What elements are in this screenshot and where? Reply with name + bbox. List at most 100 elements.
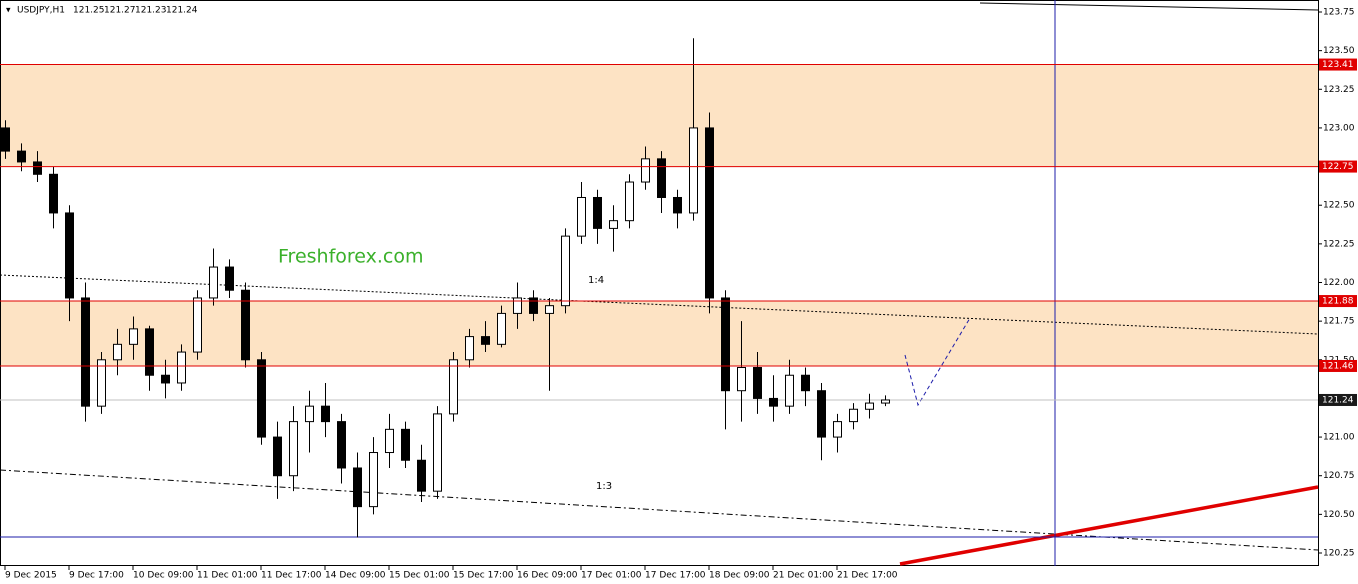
candle-body [497, 312, 506, 345]
x-tick-label: 21 Dec 01:00 [773, 571, 834, 581]
candle-body [161, 374, 170, 384]
candle-body [785, 374, 794, 407]
x-tick-label: 17 Dec 01:00 [581, 571, 642, 581]
candle-body [225, 266, 234, 291]
x-tick-label: 21 Dec 17:00 [837, 571, 898, 581]
candle-body [609, 220, 618, 229]
trend-line [979, 2, 1319, 11]
candle-body [801, 374, 810, 392]
candle-body [417, 459, 426, 492]
candle-body [561, 235, 570, 307]
candle-body [481, 336, 490, 345]
bid-label: 121.24 [1322, 395, 1354, 405]
zone [0, 301, 1318, 366]
ratio-label: 1:4 [588, 275, 604, 286]
watermark: Freshforex.com [278, 246, 424, 268]
candle-body [817, 390, 826, 438]
y-tick-label: 123.00 [1323, 123, 1355, 133]
candle-body [593, 196, 602, 229]
x-tick-label: 11 Dec 17:00 [261, 571, 322, 581]
candle-body [273, 436, 282, 477]
ohlc-high: 121.27 [104, 6, 136, 16]
candle-body [145, 328, 154, 376]
candle-body [33, 161, 42, 175]
level-label: 123.41 [1322, 60, 1354, 70]
x-tick-label: 14 Dec 09:00 [325, 571, 386, 581]
trend-line-red [899, 485, 1319, 566]
ohlc-open: 121.25 [73, 6, 105, 16]
y-tick-label: 121.00 [1323, 433, 1355, 443]
candle-body [321, 405, 330, 423]
candle-body [385, 428, 394, 454]
candle-body [689, 127, 698, 214]
y-tick-label: 120.75 [1323, 471, 1355, 481]
ohlc-close: 121.24 [166, 6, 198, 16]
y-tick-label: 122.25 [1323, 239, 1355, 249]
zone [0, 64, 1318, 167]
y-tick-label: 122.00 [1323, 278, 1355, 288]
y-tick-label: 123.75 [1323, 8, 1355, 18]
candle-body [81, 297, 90, 407]
candle-body [337, 421, 346, 469]
level-label: 122.75 [1322, 162, 1354, 172]
x-tick-label: 10 Dec 09:00 [133, 571, 194, 581]
candle-body [625, 181, 634, 222]
candle-body [17, 150, 26, 163]
candle-body [193, 297, 202, 353]
candle-body [833, 421, 842, 438]
candle-body [209, 266, 218, 299]
chart-title: USDJPY,H1 [17, 6, 65, 16]
candle-body [865, 402, 874, 410]
level-label-bg [1319, 160, 1357, 173]
level-label: 121.88 [1322, 297, 1354, 307]
y-tick-label: 123.50 [1323, 46, 1355, 56]
candle-body [769, 397, 778, 407]
candle-body [529, 297, 538, 314]
candle-body [129, 328, 138, 345]
candle-body [113, 343, 122, 361]
candle-body [401, 428, 410, 461]
candle-body [369, 452, 378, 508]
candle-body [97, 359, 106, 407]
x-tick-label: 18 Dec 09:00 [709, 571, 770, 581]
candle-body [641, 158, 650, 183]
candle-body [721, 297, 730, 392]
candle-body [705, 127, 714, 299]
candle-body [577, 196, 586, 237]
x-tick-label: 9 Dec 2015 [5, 571, 57, 581]
candle-body [65, 212, 74, 299]
x-tick-label: 15 Dec 01:00 [389, 571, 450, 581]
candle-body [881, 399, 890, 404]
ohlc-low: 121.23 [135, 6, 167, 16]
candle-body [353, 467, 362, 508]
level-label-bg [1319, 359, 1357, 372]
level-label-bg [1319, 58, 1357, 71]
candle-body [465, 336, 474, 361]
candle-body [433, 413, 442, 492]
candle-body [257, 359, 266, 438]
x-tick-label: 9 Dec 17:00 [69, 571, 124, 581]
level-label: 121.46 [1322, 361, 1354, 371]
x-tick-label: 17 Dec 17:00 [645, 571, 706, 581]
candle-body [1, 127, 10, 152]
candle-body [657, 158, 666, 198]
candle-body [849, 408, 858, 423]
x-tick-label: 15 Dec 17:00 [453, 571, 514, 581]
candle-body [49, 173, 58, 214]
candle-body [545, 305, 554, 314]
y-tick-label: 120.25 [1323, 549, 1355, 559]
ratio-label: 1:3 [596, 481, 612, 492]
candle-body [449, 359, 458, 415]
x-tick-label: 16 Dec 09:00 [517, 571, 578, 581]
candle-body [673, 196, 682, 214]
level-label-bg [1319, 295, 1357, 308]
candle-body [737, 367, 746, 392]
chart-title: ▾ [6, 6, 11, 16]
y-tick-label: 120.50 [1323, 510, 1355, 520]
y-tick-label: 123.25 [1323, 85, 1355, 95]
bid-label-bg [1319, 393, 1357, 406]
candle-body [305, 405, 314, 423]
candle-body [177, 351, 186, 384]
x-tick-label: 11 Dec 01:00 [197, 571, 258, 581]
